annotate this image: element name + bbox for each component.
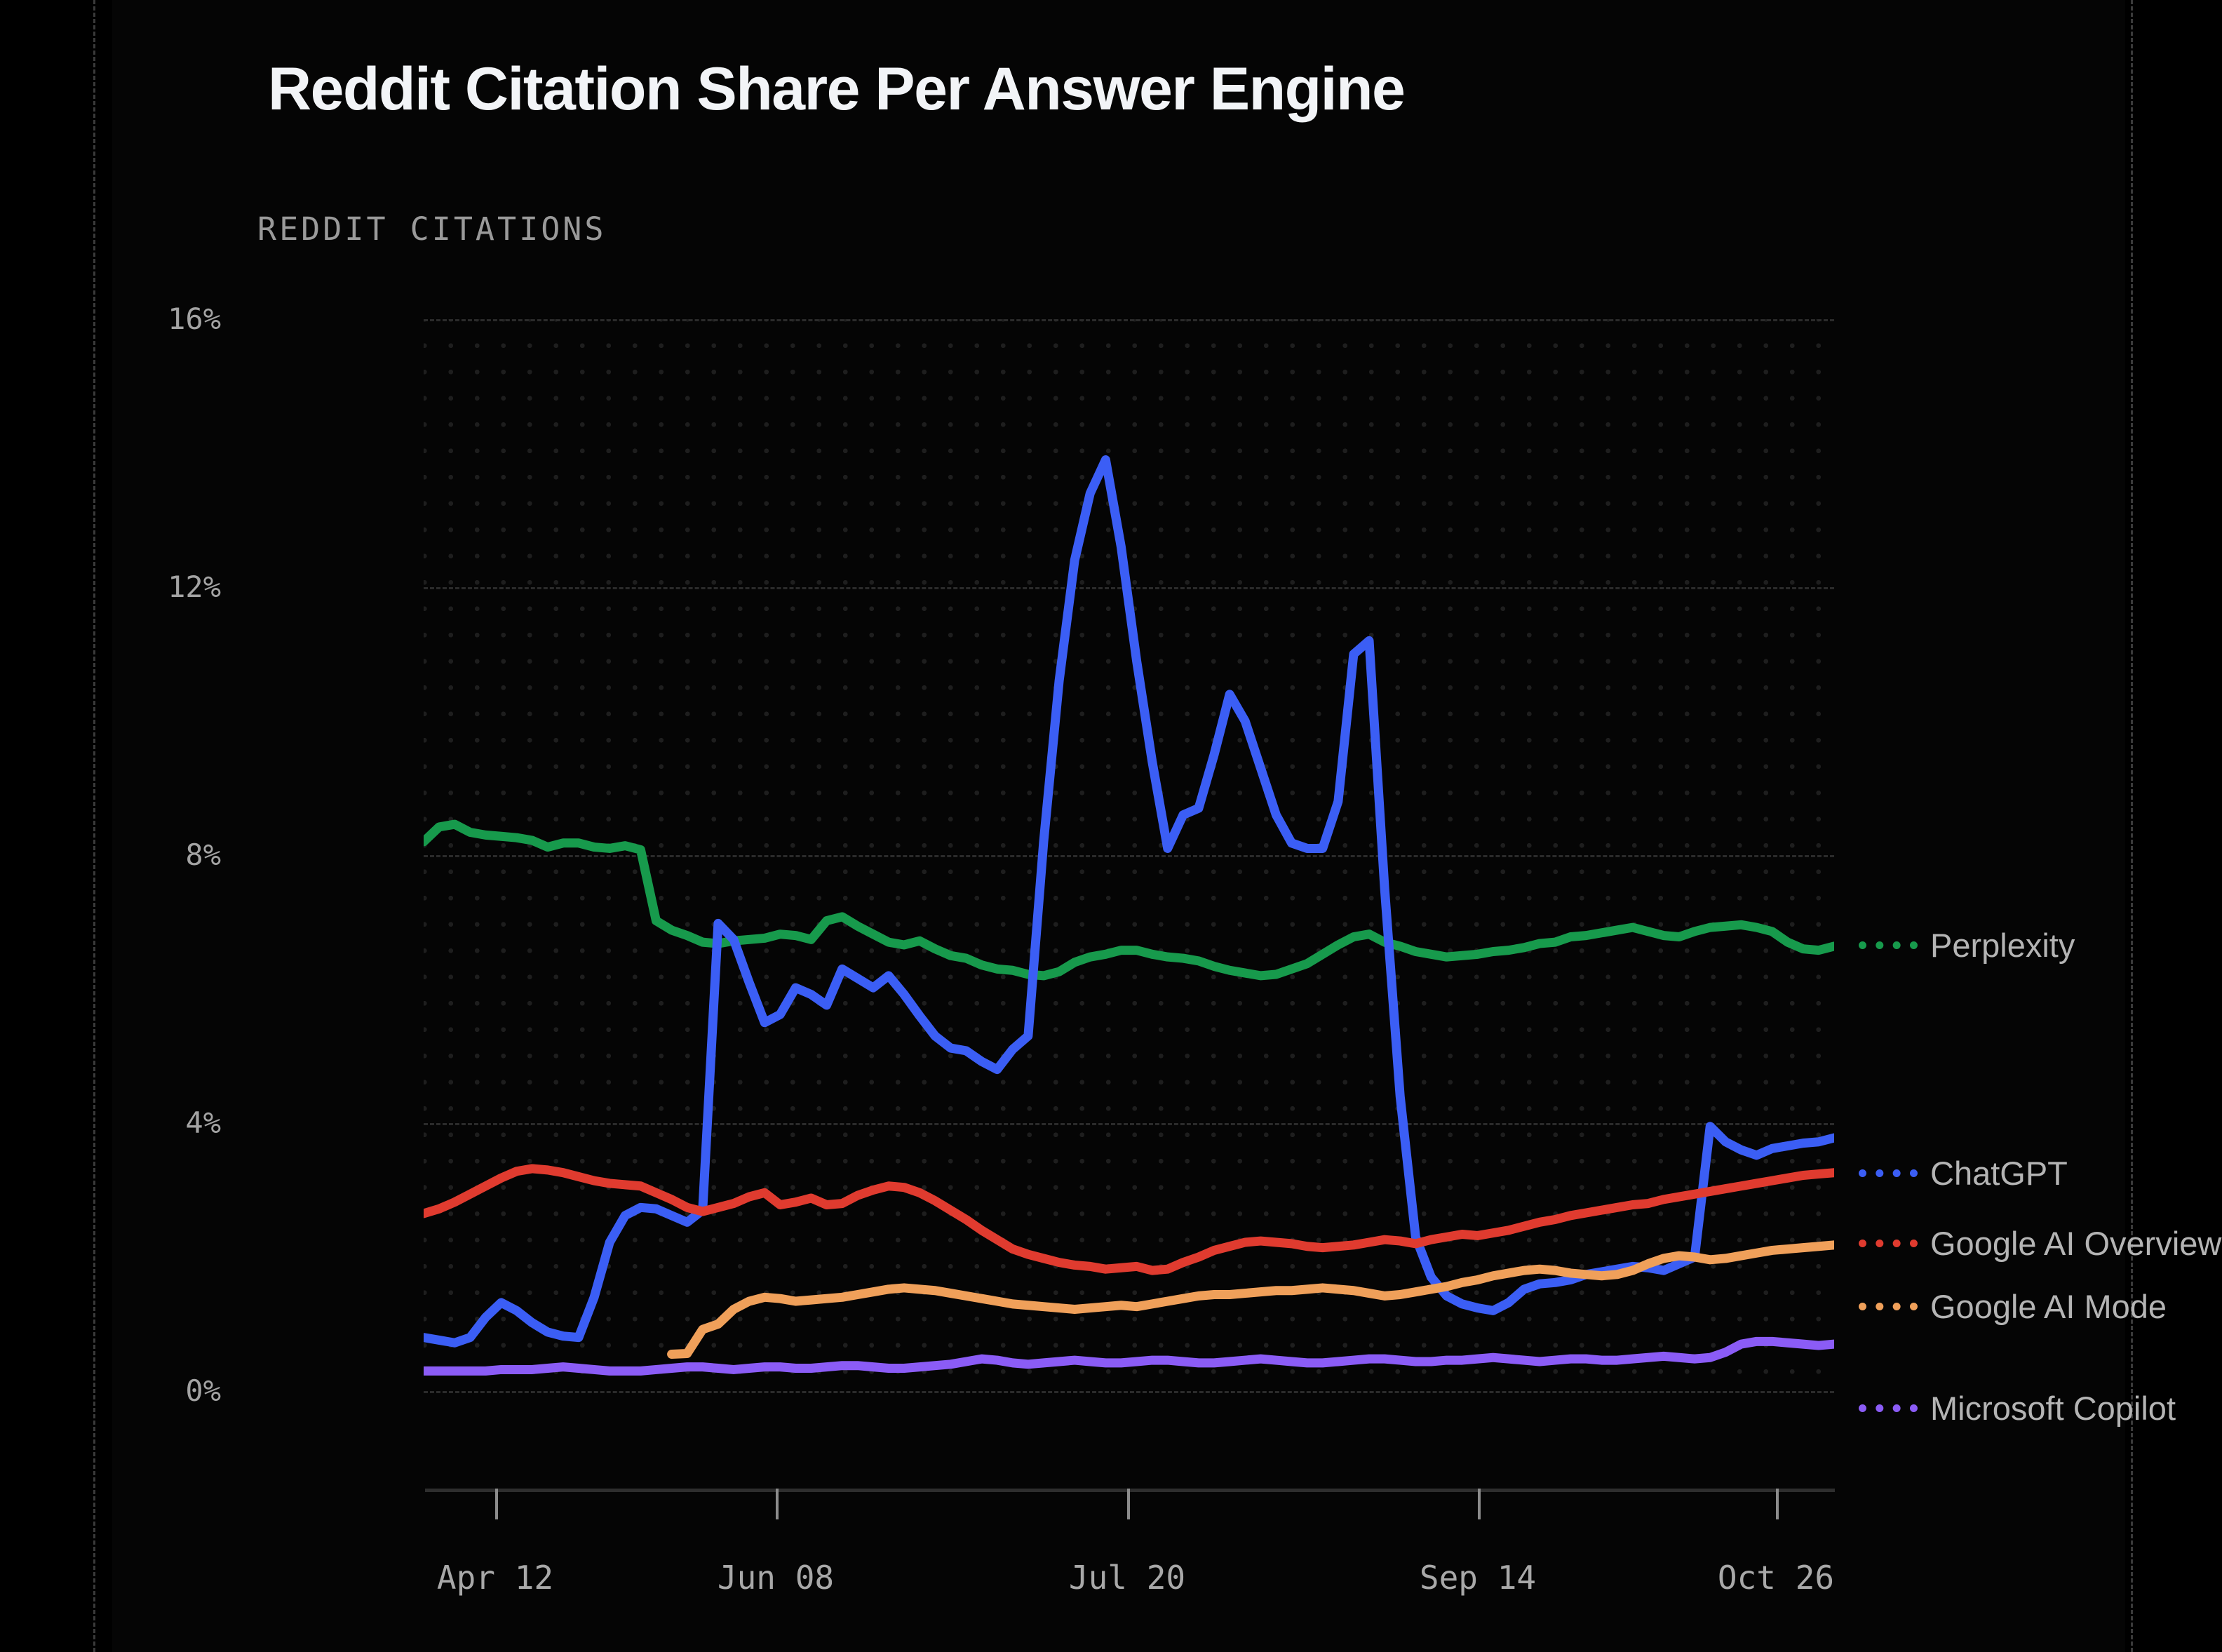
plot-wrapper: 16% 12% 8% 4% 0% Apr	[112, 0, 2222, 1652]
x-axis-label-4: Oct 26	[1717, 1559, 1835, 1597]
legend-swatch-google-ai-mode	[1859, 1303, 1918, 1310]
legend-item-google-ai-overviews[interactable]: Google AI Overviews	[1859, 1224, 2222, 1263]
x-axis-label-0: Apr 12	[436, 1559, 554, 1597]
series-line-google-ai-mode	[667, 1240, 1834, 1359]
gridline-16	[424, 319, 1834, 321]
legend-item-perplexity[interactable]: Perplexity	[1859, 926, 2075, 965]
legend-label-perplexity: Perplexity	[1930, 927, 2075, 964]
legend-item-chatgpt[interactable]: ChatGPT	[1859, 1154, 2068, 1193]
x-axis-tick-1	[776, 1489, 779, 1519]
x-axis-label-1: Jun 08	[717, 1559, 835, 1597]
y-axis-label-4: 4%	[185, 1106, 221, 1140]
legend-item-microsoft-copilot[interactable]: Microsoft Copilot	[1859, 1389, 2176, 1428]
x-axis-label-2: Jul 20	[1068, 1559, 1186, 1597]
series-line-google-ai-overviews	[424, 1164, 1834, 1275]
y-axis-label-16: 16%	[168, 302, 221, 336]
legend-label-chatgpt: ChatGPT	[1930, 1155, 2068, 1192]
legend-swatch-perplexity	[1859, 941, 1918, 949]
legend-label-google-ai-mode: Google AI Mode	[1930, 1288, 2167, 1325]
layout-guide-left	[93, 0, 95, 1652]
legend-label-google-ai-overviews: Google AI Overviews	[1930, 1225, 2222, 1262]
legend-item-google-ai-mode[interactable]: Google AI Mode	[1859, 1287, 2167, 1326]
y-axis-label-12: 12%	[168, 570, 221, 604]
layout-guide-right	[2131, 0, 2133, 1652]
y-axis-label-0: 0%	[185, 1374, 221, 1408]
legend-swatch-chatgpt	[1859, 1169, 1918, 1177]
x-axis-rail	[425, 1489, 1835, 1492]
y-axis-label-8: 8%	[185, 838, 221, 872]
legend-swatch-microsoft-copilot	[1859, 1404, 1918, 1412]
legend-label-microsoft-copilot: Microsoft Copilot	[1930, 1390, 2176, 1427]
x-axis-tick-4	[1776, 1489, 1779, 1519]
chart-panel: Reddit Citation Share Per Answer Engine …	[112, 0, 2222, 1652]
gridline-4	[424, 1123, 1834, 1125]
series-line-perplexity	[424, 819, 1834, 981]
series-line-microsoft-copilot	[424, 1336, 1834, 1376]
page-title: Reddit Citation Share Per Answer Engine	[268, 55, 1406, 123]
x-axis-tick-3	[1478, 1489, 1481, 1519]
gridline-8	[424, 855, 1834, 857]
series-svg	[424, 455, 1834, 1376]
legend-swatch-google-ai-overviews	[1859, 1240, 1918, 1247]
x-axis-tick-2	[1127, 1489, 1130, 1519]
x-axis-label-3: Sep 14	[1419, 1559, 1537, 1597]
chart-subtitle: REDDIT CITATIONS	[257, 210, 607, 248]
gridline-0	[424, 1391, 1834, 1393]
x-axis-tick-0	[495, 1489, 498, 1519]
